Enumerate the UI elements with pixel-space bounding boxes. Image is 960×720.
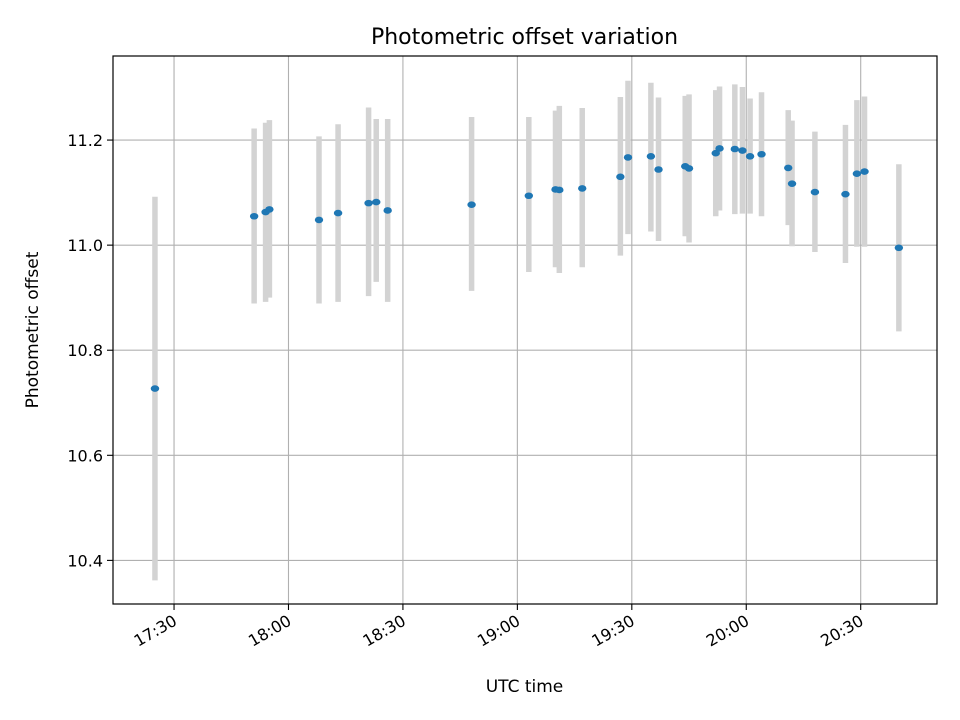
data-point [333, 209, 343, 217]
data-points [150, 145, 904, 392]
data-point [578, 185, 587, 192]
x-tick-label: 18:30 [359, 611, 408, 651]
data-point [555, 186, 564, 194]
data-point [616, 173, 625, 181]
chart-title: Photometric offset variation [371, 25, 678, 50]
y-axis-label: Photometric offset [23, 251, 43, 408]
data-point [314, 216, 324, 224]
data-point [646, 153, 656, 160]
error-bars [152, 80, 902, 581]
data-point [738, 147, 747, 154]
y-tick-label: 11.0 [67, 236, 103, 255]
y-tick-label: 11.2 [67, 131, 103, 150]
data-point [623, 154, 633, 161]
data-point [852, 170, 862, 177]
data-point [730, 145, 740, 153]
data-point [860, 168, 869, 175]
data-point [364, 199, 373, 207]
data-point [265, 206, 274, 213]
grid [113, 56, 937, 604]
plot-frame [112, 55, 938, 605]
x-tick-label: 20:30 [817, 611, 866, 651]
data-point [684, 165, 694, 172]
x-tick-label: 20:00 [703, 611, 752, 651]
data-point [383, 207, 392, 214]
y-tick-label: 10.4 [67, 551, 103, 570]
data-point [150, 385, 160, 392]
data-point [894, 244, 904, 252]
y-axis-ticks: 10.4 10.6 10.8 11.0 11.2 [67, 131, 113, 570]
x-tick-label: 18:00 [245, 611, 294, 651]
data-point [467, 201, 476, 208]
data-point [524, 192, 534, 200]
data-point [372, 198, 381, 206]
x-axis-ticks: 17:30 18:00 18:30 19:00 19:30 20:00 20:30 [131, 604, 867, 651]
data-point [757, 150, 766, 158]
data-point [654, 166, 663, 173]
data-point [715, 145, 724, 152]
data-point [841, 190, 850, 198]
x-tick-label: 17:30 [131, 611, 180, 651]
x-tick-label: 19:30 [588, 611, 637, 651]
data-point [711, 149, 720, 157]
data-point [787, 180, 797, 187]
data-point [784, 164, 793, 172]
data-point [745, 153, 755, 160]
x-tick-label: 19:00 [474, 611, 523, 651]
x-axis-label: UTC time [486, 677, 564, 697]
data-point [249, 212, 259, 220]
y-tick-label: 10.8 [67, 341, 103, 360]
data-point [810, 188, 820, 196]
y-tick-label: 10.6 [67, 446, 103, 465]
